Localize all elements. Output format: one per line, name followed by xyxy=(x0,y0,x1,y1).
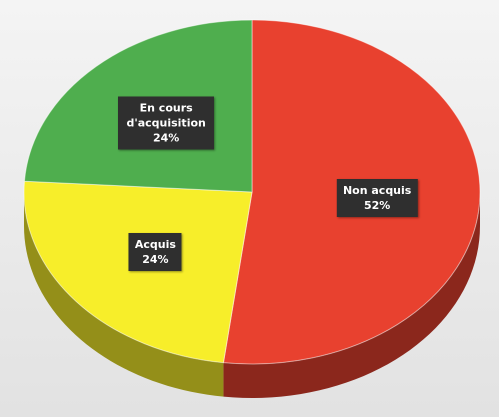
label-category: En cours d'acquisition xyxy=(126,101,206,130)
label-category: Non acquis xyxy=(342,183,412,197)
label-value: 24% xyxy=(152,131,180,145)
slice-side xyxy=(223,192,481,398)
label-value: 52% xyxy=(363,198,391,212)
label-category: Acquis xyxy=(134,238,176,252)
data-label: Acquis 24% xyxy=(128,233,182,272)
slice-side xyxy=(24,192,224,397)
data-label: En cours d'acquisition 24% xyxy=(118,96,215,150)
slice xyxy=(23,180,253,364)
data-label: Non acquis 52% xyxy=(336,178,418,217)
label-value: 24% xyxy=(142,253,169,267)
